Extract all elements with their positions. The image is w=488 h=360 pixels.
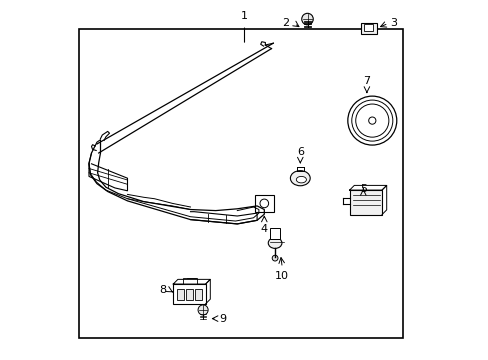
Bar [177,289,183,300]
Ellipse shape [290,171,309,186]
Bar [349,190,381,215]
Text: 9: 9 [219,314,226,324]
Ellipse shape [268,238,282,248]
Bar [195,289,201,300]
Text: 8: 8 [159,285,166,295]
Text: 4: 4 [260,224,267,234]
Text: 3: 3 [389,18,396,28]
Circle shape [368,117,375,124]
Text: 10: 10 [275,271,289,281]
Bar [173,284,205,304]
Text: 2: 2 [282,18,289,28]
Ellipse shape [296,176,306,183]
Bar [364,24,372,31]
Bar [360,23,376,34]
Circle shape [272,255,277,261]
Bar [186,289,192,300]
Circle shape [198,305,208,315]
Text: 1: 1 [241,11,247,21]
Text: 7: 7 [363,76,370,86]
Bar [270,228,280,239]
Text: 5: 5 [359,184,366,194]
Circle shape [301,13,313,25]
Bar [254,195,273,212]
Text: 6: 6 [296,147,303,157]
Bar [182,278,197,284]
Bar [79,29,402,338]
